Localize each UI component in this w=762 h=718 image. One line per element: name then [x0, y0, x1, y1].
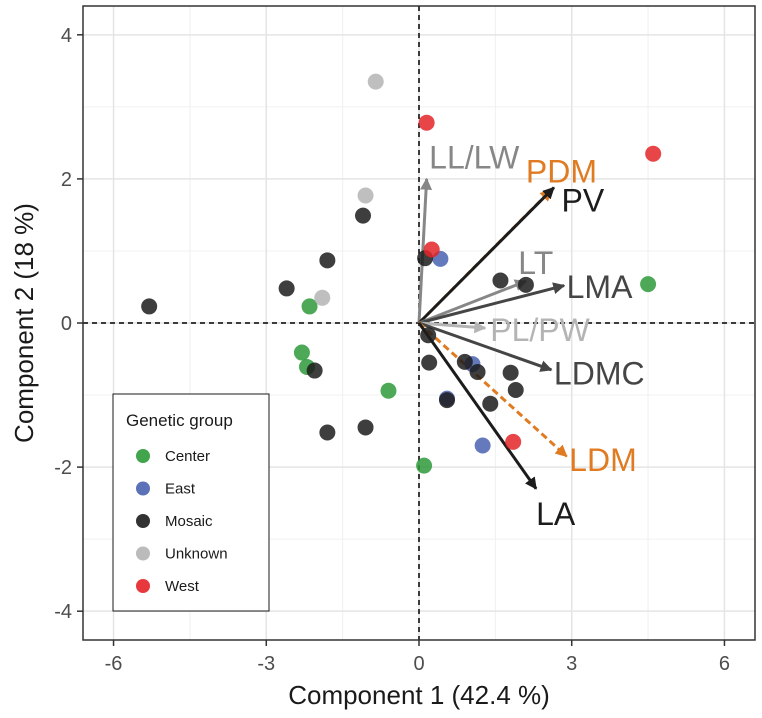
data-point — [474, 437, 491, 454]
data-point — [469, 363, 486, 380]
x-tick-label: 3 — [566, 653, 577, 675]
data-point — [416, 457, 433, 474]
data-point — [505, 433, 522, 450]
vector-label: PDM — [526, 154, 597, 190]
data-point — [141, 298, 158, 315]
vector-arrow — [417, 186, 555, 325]
data-point — [357, 187, 374, 204]
x-tick-label: -3 — [257, 653, 275, 675]
x-tick-label: 0 — [413, 653, 424, 675]
vector-arrow — [418, 321, 553, 372]
y-tick-label: 2 — [61, 169, 72, 191]
vector-label: PL/PW — [490, 312, 590, 348]
vector-arrow — [418, 282, 566, 325]
vector-label: PV — [562, 183, 605, 219]
data-point — [367, 73, 384, 90]
data-point — [293, 344, 310, 361]
loading-vectors — [417, 177, 568, 490]
y-axis-title: Component 2 (18 %) — [9, 203, 39, 443]
vector-label: LMA — [567, 269, 633, 305]
legend-label: Mosaic — [165, 513, 213, 530]
vector-arrow — [417, 321, 568, 458]
data-point — [314, 289, 331, 306]
data-point — [380, 382, 397, 399]
legend-key — [136, 514, 150, 528]
x-axis-title: Component 1 (42.4 %) — [288, 680, 550, 710]
y-tick-label: -4 — [54, 601, 72, 623]
vector-arrow — [418, 279, 528, 325]
data-point — [482, 395, 499, 412]
data-point — [319, 252, 336, 269]
legend-label: East — [165, 481, 196, 498]
x-tick-label: -6 — [105, 653, 123, 675]
vector-label: LA — [536, 496, 576, 532]
legend-label: Unknown — [165, 546, 228, 563]
legend-label: West — [165, 578, 200, 595]
vector-label: LDMC — [554, 355, 645, 391]
data-point — [640, 276, 657, 293]
vector-arrow — [418, 321, 487, 334]
data-point — [306, 362, 323, 379]
y-tick-label: 4 — [61, 25, 72, 47]
data-point — [278, 280, 295, 297]
y-tick-label: -2 — [54, 457, 72, 479]
legend-box — [112, 393, 270, 612]
data-point — [319, 424, 336, 441]
axes: -6 -3 0 3 6 -4 -2 0 2 4 — [54, 25, 730, 675]
data-point — [420, 327, 437, 344]
legend-label: Center — [165, 448, 210, 465]
data-point — [517, 276, 534, 293]
legend-title: Genetic group — [126, 411, 233, 430]
data-point — [507, 382, 524, 399]
vector-arrow — [417, 322, 538, 490]
y-tick-label: 0 — [61, 313, 72, 335]
vector-label: LT — [518, 245, 553, 281]
x-tick-label: 6 — [719, 653, 730, 675]
legend: Genetic group Center East Mosaic Unknown West — [112, 393, 270, 612]
data-point — [355, 207, 371, 224]
data-point — [421, 354, 438, 371]
legend-key — [136, 579, 150, 593]
legend-key — [136, 481, 150, 496]
data-point — [301, 298, 318, 315]
data-point — [439, 392, 455, 409]
data-point — [357, 419, 374, 436]
data-point — [456, 353, 473, 370]
data-point — [492, 272, 509, 289]
vector-label: LL/LW — [429, 139, 520, 175]
legend-key — [136, 449, 150, 463]
legend-key — [136, 546, 150, 561]
data-point — [423, 241, 440, 258]
data-point — [418, 114, 435, 131]
vector-label: LDM — [569, 442, 637, 478]
data-point — [645, 145, 662, 162]
data-point — [502, 364, 519, 381]
data-points — [141, 73, 662, 474]
